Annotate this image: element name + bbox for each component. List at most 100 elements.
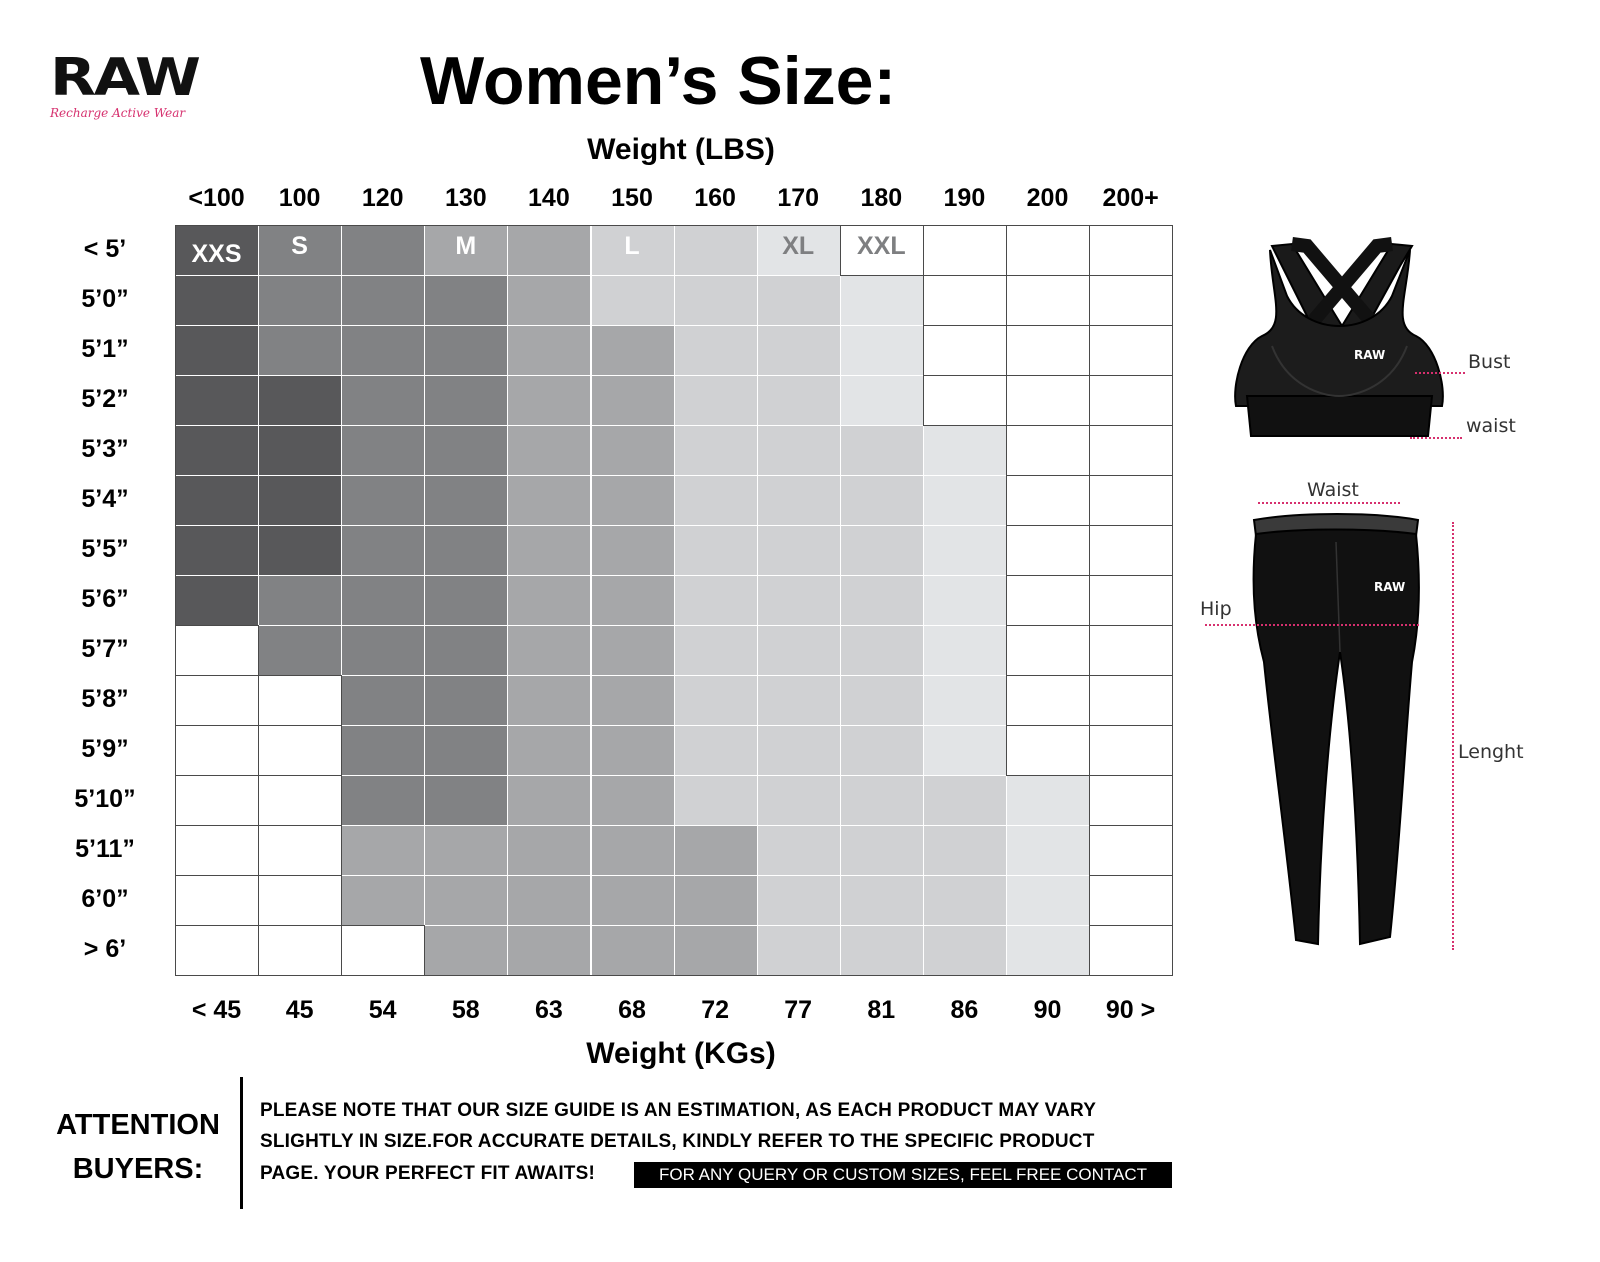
- size-cell-xxs: [258, 425, 343, 476]
- size-cell-l: [839, 825, 924, 876]
- size-cell-l: [839, 675, 924, 726]
- lbs-column-header: 150: [611, 184, 653, 212]
- size-cell-l: [922, 925, 1007, 976]
- page-title: Women’s Size:: [420, 43, 897, 119]
- bra-waist-label: waist: [1466, 415, 1516, 437]
- size-cell-m: [424, 925, 509, 976]
- size-cell-s: [258, 325, 343, 376]
- size-cell-m: [590, 725, 675, 776]
- size-cell-m: [590, 425, 675, 476]
- size-cell-xxs: [175, 325, 260, 376]
- size-cell-s: [341, 275, 426, 326]
- bra-waist-line: [1410, 437, 1462, 439]
- size-cell-m: [590, 675, 675, 726]
- size-cell-m: [507, 275, 592, 326]
- size-cell-xxs: [258, 475, 343, 526]
- size-label-xxs: XXS: [191, 240, 242, 268]
- kg-column-footer: 90 >: [1105, 996, 1156, 1024]
- size-cell-s: [341, 425, 426, 476]
- size-cell-m: [590, 525, 675, 576]
- size-cell-l: [756, 675, 841, 726]
- size-cell-none: [1006, 225, 1091, 276]
- size-cell-m: [507, 375, 592, 426]
- kg-column-footer: 45: [285, 996, 314, 1024]
- note-line-1: PLEASE NOTE THAT OUR SIZE GUIDE IS AN ES…: [260, 1100, 1097, 1121]
- size-cell-s: [424, 325, 509, 376]
- size-cell-xl: [922, 675, 1007, 726]
- height-row-header: > 6’: [83, 935, 127, 963]
- size-cell-l: [673, 625, 758, 676]
- brand-logo: RAW Recharge Active Wear: [50, 52, 201, 132]
- size-cell-m: [507, 575, 592, 626]
- size-cell-xl: [1006, 925, 1091, 976]
- attention-divider: [240, 1077, 243, 1209]
- height-row-header: 5’5”: [81, 535, 129, 563]
- kg-column-footer: 72: [701, 996, 729, 1024]
- attention-heading-line2: BUYERS:: [72, 1153, 204, 1185]
- height-row-header: 5’11”: [75, 835, 135, 863]
- contact-banner: FOR ANY QUERY OR CUSTOM SIZES, FEEL FREE…: [634, 1162, 1172, 1188]
- size-cell-xl: [922, 575, 1007, 626]
- kg-column-footer: 90: [1033, 996, 1062, 1024]
- height-row-header: 5’8”: [81, 685, 129, 713]
- hip-label: Hip: [1200, 598, 1232, 620]
- attention-heading: ATTENTION BUYERS:: [38, 1103, 238, 1191]
- size-cell-l: [756, 925, 841, 976]
- size-cell-l: [756, 875, 841, 926]
- size-cell-l: [756, 475, 841, 526]
- leggings-waist-label: Waist: [1307, 479, 1359, 501]
- size-cell-xl: [922, 525, 1007, 576]
- kg-column-footer: 77: [784, 996, 813, 1024]
- height-row-header: < 5’: [83, 235, 127, 263]
- lbs-column-header: 170: [777, 184, 820, 212]
- size-cell-l: [756, 375, 841, 426]
- size-label-xl: XL: [782, 232, 815, 260]
- size-cell-m: [507, 825, 592, 876]
- lbs-column-header: 180: [860, 184, 903, 212]
- size-cell-s: [424, 475, 509, 526]
- height-row-header: 6’0”: [81, 885, 129, 913]
- kg-column-footer: 86: [950, 996, 979, 1024]
- size-cell-l: [756, 825, 841, 876]
- leggings-logo: RAW: [1374, 580, 1405, 594]
- height-row-header: 5’0”: [81, 285, 129, 313]
- height-row-header: 5’1”: [81, 335, 129, 363]
- size-cell-s: [424, 525, 509, 576]
- height-row-header: 5’10”: [74, 785, 136, 813]
- size-label-s: S: [291, 232, 308, 260]
- bust-label: Bust: [1468, 351, 1511, 373]
- size-cell-l: [839, 625, 924, 676]
- height-row-header: 5’9”: [81, 735, 129, 763]
- size-cell-m: [507, 425, 592, 476]
- size-cell-m: [590, 375, 675, 426]
- lbs-column-header: 100: [278, 184, 321, 212]
- hip-line: [1205, 624, 1419, 626]
- size-cell-none: [1089, 825, 1174, 876]
- size-label-m: M: [455, 232, 477, 260]
- length-line: [1452, 522, 1454, 950]
- note-line-2: SLIGHTLY IN SIZE.FOR ACCURATE DETAILS, K…: [260, 1131, 1095, 1152]
- size-cell-s: [341, 525, 426, 576]
- size-cell-xl: [839, 375, 924, 426]
- size-cell-l: [673, 475, 758, 526]
- height-row-header: 5’7”: [81, 635, 129, 663]
- attention-heading-line1: ATTENTION: [56, 1109, 220, 1141]
- kg-column-footer: 54: [368, 996, 397, 1024]
- height-row-header: 5’4”: [81, 485, 129, 513]
- grid-outline: [175, 225, 1174, 976]
- lbs-column-header: 190: [943, 184, 986, 212]
- lbs-column-header: 200+: [1102, 184, 1159, 212]
- kg-column-footer: 68: [618, 996, 646, 1024]
- size-cell-l: [673, 275, 758, 326]
- size-cell-m: [424, 225, 509, 276]
- height-row-header: 5’2”: [81, 385, 129, 413]
- height-row-header: 5’3”: [81, 435, 129, 463]
- size-cell-l: [673, 575, 758, 626]
- leggings-waist-line: [1258, 502, 1400, 504]
- size-grid: [175, 225, 1174, 976]
- size-cell-m: [590, 775, 675, 826]
- size-cell-m: [590, 325, 675, 376]
- note-line-3: PAGE. YOUR PERFECT FIT AWAITS!: [260, 1163, 596, 1184]
- lbs-column-header: 140: [528, 184, 570, 212]
- size-cell-none: [175, 675, 260, 726]
